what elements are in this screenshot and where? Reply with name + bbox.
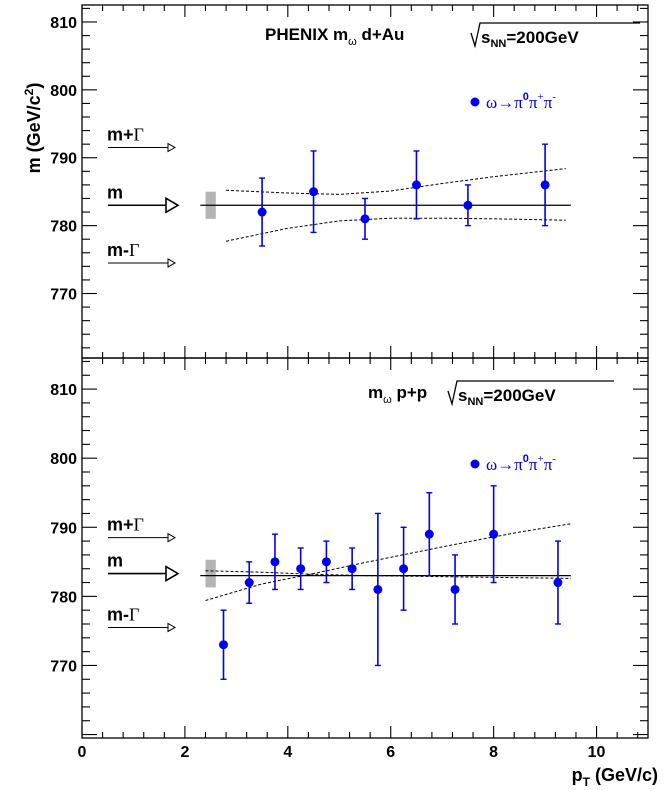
top-title-energy: sNN=200GeV — [481, 28, 579, 50]
bottom-marker-label: m+Γ — [107, 515, 144, 535]
bottom-ytick-label: 810 — [50, 382, 77, 399]
top-ytick-label: 770 — [50, 287, 77, 304]
bottom-marker-label: m-Γ — [107, 604, 139, 624]
bottom-ytick-label: 780 — [50, 589, 77, 606]
top-axis-ticks — [81, 5, 648, 358]
bottom-data-point — [450, 584, 460, 594]
top-marker-arrow-head — [167, 258, 177, 268]
bottom-legend-label: ω→π0π+π- — [486, 453, 556, 474]
bottom-y-tick-labels: 770 780 790 800 810 — [50, 382, 77, 675]
top-data-point — [257, 207, 267, 217]
top-panel: 770 780 790 800 810 m+Γ m m-Γ PHENIX mω d+Au s… — [22, 4, 649, 359]
top-data-point — [411, 180, 421, 190]
top-title-sqrt: sNN=200GeV — [470, 22, 640, 50]
bottom-reference — [200, 523, 571, 601]
top-title: PHENIX mω d+Au — [265, 25, 404, 48]
top-marker-label: m+Γ — [107, 125, 144, 145]
x-tick-label: 6 — [386, 744, 395, 761]
x-tick-label: 4 — [283, 744, 292, 761]
top-upper-curve — [226, 168, 566, 195]
top-data-points — [257, 143, 550, 247]
top-panel-frame — [81, 4, 649, 359]
bottom-lower-curve — [205, 570, 571, 579]
top-ytick-label: 790 — [50, 151, 77, 168]
top-data-point — [309, 187, 319, 197]
bottom-marker-arrow-head — [165, 565, 180, 582]
top-marker-arrow-head — [165, 196, 180, 214]
bottom-data-points — [219, 485, 563, 680]
top-legend-marker — [470, 97, 480, 107]
top-marker-arrow-head — [167, 142, 177, 153]
top-marker-label: m-Γ — [107, 240, 139, 260]
bottom-marker-label: m — [107, 551, 123, 571]
top-reference — [200, 168, 571, 242]
bottom-markers: m+Γ m m-Γ — [107, 515, 180, 633]
bottom-panel-frame — [81, 357, 649, 739]
bottom-data-point — [270, 557, 280, 567]
top-legend: ω→π0π+π- — [470, 91, 556, 112]
top-legend-label: ω→π0π+π- — [486, 91, 556, 112]
bottom-systematic-band — [205, 559, 216, 588]
top-lower-curve — [225, 217, 566, 242]
top-data-point — [463, 200, 473, 210]
bottom-data-point — [489, 529, 499, 539]
x-tick-label: 2 — [180, 744, 189, 761]
x-axis-label: pT (GeV/c) — [572, 765, 658, 789]
bottom-data-point — [296, 564, 306, 574]
bottom-marker-arrow-head — [167, 532, 177, 543]
x-tick-labels: 0 2 4 6 8 10 — [78, 744, 606, 761]
x-tick-label: 0 — [78, 744, 87, 761]
bottom-data-point — [424, 529, 434, 539]
bottom-title-sqrt: sNN=200GeV — [447, 380, 614, 408]
bottom-marker-arrow-head — [167, 622, 177, 633]
bottom-data-point — [553, 578, 563, 588]
top-data-point — [540, 180, 550, 190]
bottom-ytick-label: 800 — [50, 451, 77, 468]
x-tick-label: 8 — [489, 744, 498, 761]
bottom-data-point — [219, 640, 228, 650]
top-ytick-label: 800 — [50, 83, 77, 100]
top-ytick-label: 780 — [50, 219, 77, 236]
bottom-legend: ω→π0π+π- — [470, 453, 556, 474]
bottom-legend-marker — [470, 459, 480, 469]
bottom-data-point — [321, 557, 331, 567]
top-data-point — [360, 214, 370, 224]
bottom-data-point — [244, 578, 254, 588]
bottom-data-point — [373, 584, 383, 594]
bottom-ytick-label: 770 — [50, 658, 77, 675]
x-tick-label: 10 — [588, 744, 606, 761]
bottom-axis-ticks — [81, 358, 648, 738]
bottom-data-point — [347, 564, 357, 574]
top-markers: m+Γ m m-Γ — [107, 125, 180, 268]
bottom-upper-curve — [205, 523, 571, 601]
top-marker-label: m — [107, 182, 123, 202]
y-axis-label: m (GeV/c2) — [22, 83, 44, 174]
bottom-ytick-label: 790 — [50, 520, 77, 537]
top-ytick-label: 810 — [50, 15, 77, 32]
bottom-data-point — [399, 564, 409, 574]
bottom-title: mω p+p — [368, 383, 427, 406]
top-y-tick-labels: 770 780 790 800 810 — [50, 15, 77, 304]
bottom-title-energy: sNN=200GeV — [458, 386, 556, 408]
